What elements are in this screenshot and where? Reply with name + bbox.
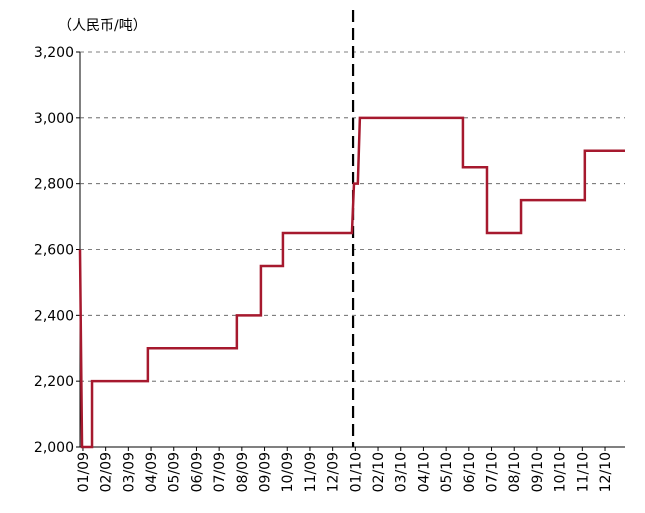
x-tick-label: 10/10 bbox=[553, 452, 569, 492]
y-tick-label: 3,000 bbox=[34, 111, 74, 127]
y-tick-label: 2,200 bbox=[34, 374, 74, 390]
x-tick-label: 07/10 bbox=[485, 452, 501, 492]
x-tick-label: 11/09 bbox=[303, 452, 319, 492]
x-tick-label: 01/10 bbox=[348, 452, 364, 492]
x-tick-label: 04/09 bbox=[144, 452, 160, 492]
x-tick-label: 06/09 bbox=[189, 452, 205, 492]
y-tick-label: 2,000 bbox=[34, 440, 74, 456]
x-tick-label: 09/10 bbox=[530, 452, 546, 492]
x-tick-label: 04/10 bbox=[416, 452, 432, 492]
y-tick-label: 2,600 bbox=[34, 243, 74, 259]
y-tick-label: 2,400 bbox=[34, 308, 74, 324]
price-line bbox=[78, 116, 625, 449]
x-tick-label: 03/10 bbox=[394, 452, 410, 492]
x-tick-label: 11/10 bbox=[575, 452, 591, 492]
y-tick-label: 3,200 bbox=[34, 45, 74, 61]
x-tick-label: 05/09 bbox=[167, 452, 183, 492]
x-tick-label: 02/10 bbox=[371, 452, 387, 492]
x-tick-label: 10/09 bbox=[280, 452, 296, 492]
x-tick-label: 05/10 bbox=[439, 452, 455, 492]
x-tick-label: 02/09 bbox=[99, 452, 115, 492]
x-tick-label: 09/09 bbox=[258, 452, 274, 492]
x-tick-label: 12/10 bbox=[598, 452, 614, 492]
x-tick-label: 06/10 bbox=[462, 452, 478, 492]
x-tick-label: 12/09 bbox=[326, 452, 342, 492]
x-tick-label: 07/09 bbox=[212, 452, 228, 492]
x-tick-label: 08/10 bbox=[507, 452, 523, 492]
x-tick-label: 01/09 bbox=[76, 452, 92, 492]
y-axis-label: （人民币/吨） bbox=[58, 18, 147, 34]
x-tick-label: 03/09 bbox=[121, 452, 137, 492]
y-tick-label: 2,800 bbox=[34, 177, 74, 193]
x-tick-label: 08/09 bbox=[235, 452, 251, 492]
